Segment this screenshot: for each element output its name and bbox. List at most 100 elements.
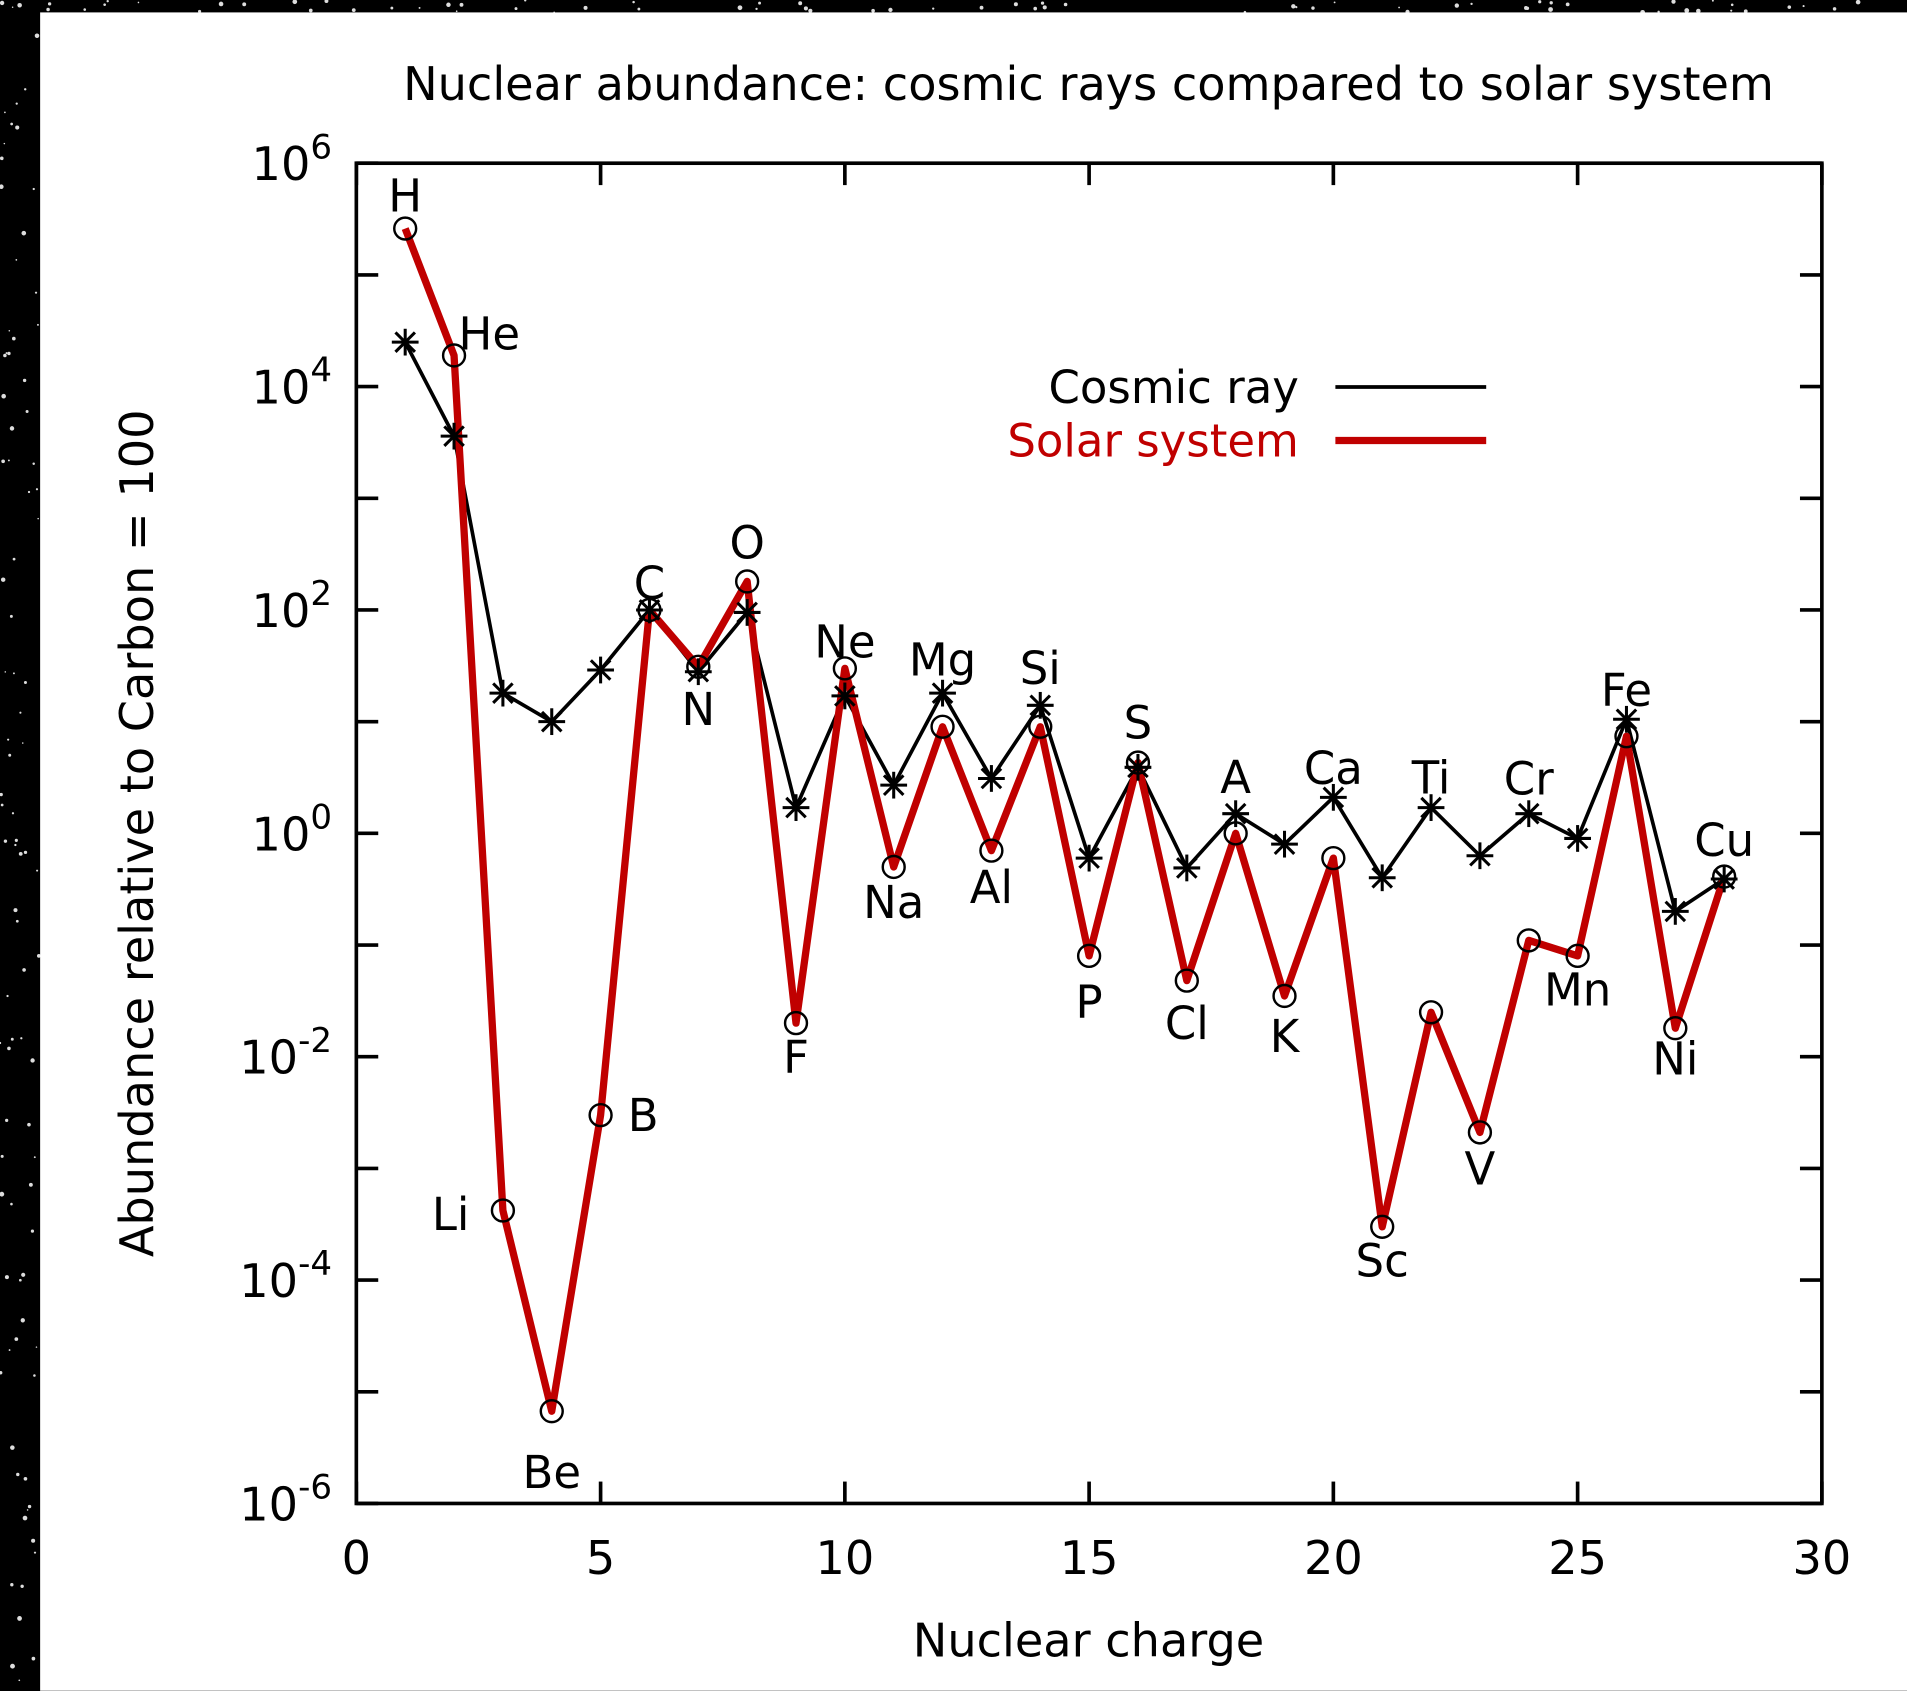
star-dot <box>1802 5 1805 8</box>
element-label: C <box>634 557 665 610</box>
star-dot <box>418 6 421 9</box>
circle-marker <box>1418 1000 1444 1025</box>
star-dot <box>0 803 4 807</box>
element-label: Fe <box>1601 664 1652 717</box>
element-label: Mg <box>909 634 976 687</box>
y-tick-label: 10-2 <box>239 1021 332 1085</box>
star-dot <box>514 7 518 11</box>
star-dot <box>6 994 9 998</box>
star-dot <box>10 1037 14 1041</box>
star-dot <box>22 1515 28 1521</box>
star-dot <box>197 9 202 14</box>
star-stroke <box>492 682 514 704</box>
star-dot <box>583 5 588 10</box>
star-stroke <box>1469 844 1491 867</box>
star-stroke <box>1371 866 1394 889</box>
circle-marker <box>1223 821 1248 846</box>
star-dot <box>1548 7 1553 12</box>
star-dot <box>13 908 18 913</box>
star-dot <box>0 1154 4 1158</box>
star-dot <box>0 1371 3 1375</box>
element-label: O <box>729 516 764 569</box>
star-dot <box>446 2 451 8</box>
star-dot <box>83 8 87 11</box>
star-marker <box>1661 898 1689 925</box>
star-dot <box>7 351 11 356</box>
star-marker <box>880 771 908 799</box>
star-stroke <box>1615 708 1638 731</box>
star-dot <box>1538 0 1542 4</box>
star-stroke <box>443 425 465 447</box>
star-marker <box>391 328 419 356</box>
star-dot <box>4 1275 9 1280</box>
star-dot <box>18 1278 22 1282</box>
star-dot <box>8 753 12 757</box>
element-label: Mn <box>1544 964 1611 1017</box>
circle-marker <box>1321 845 1346 871</box>
star-dot <box>35 1346 38 1348</box>
star-dot <box>36 323 39 326</box>
star-dot <box>32 187 35 191</box>
star-stroke <box>1029 694 1052 717</box>
star-dot <box>1295 6 1298 9</box>
star-dot <box>1730 9 1733 12</box>
x-tick-label: 0 <box>342 1531 371 1585</box>
star-marker <box>440 422 468 450</box>
star-dot <box>1565 2 1570 7</box>
star-stroke <box>1664 900 1687 923</box>
y-tick-label: 102 <box>252 574 332 638</box>
circle-marker <box>686 654 711 679</box>
star-marker <box>929 679 956 707</box>
star-dot <box>15 919 19 923</box>
star-dot <box>30 1058 35 1063</box>
x-tick-label: 20 <box>1304 1531 1363 1585</box>
star-dot <box>14 1337 19 1341</box>
star-dot <box>1711 0 1714 2</box>
star-dot <box>1042 5 1047 10</box>
star-dot <box>21 1272 26 1277</box>
star-dot <box>23 850 28 854</box>
element-label: Sc <box>1356 1235 1409 1288</box>
y-tick-label: 104 <box>252 351 332 415</box>
star-dot <box>0 1041 2 1045</box>
star-dot <box>1470 2 1473 6</box>
element-label: S <box>1124 696 1153 749</box>
star-dot <box>7 1046 11 1051</box>
circle-marker <box>1028 714 1053 739</box>
star-dot <box>20 1584 24 1589</box>
star-dot <box>871 8 875 13</box>
element-label: P <box>1076 976 1103 1029</box>
star-dot <box>1730 3 1734 7</box>
star-dot <box>1063 2 1068 7</box>
circle-marker <box>490 1198 516 1223</box>
star-stroke <box>687 660 710 683</box>
star-dot <box>0 577 6 582</box>
circle-marker <box>1076 943 1102 969</box>
chart-title: Nuclear abundance: cosmic rays compared … <box>403 57 1774 111</box>
star-marker <box>1368 864 1396 892</box>
star-dot <box>1311 6 1315 10</box>
star-dot <box>1454 3 1460 8</box>
element-label: Ca <box>1304 742 1363 795</box>
star-dot <box>0 1191 5 1197</box>
circle-marker <box>1125 750 1151 775</box>
star-marker <box>587 656 614 684</box>
star-dot <box>12 557 16 561</box>
star-dot <box>33 1156 36 1159</box>
star-dot <box>1333 1 1336 4</box>
star-dot <box>1 459 5 464</box>
star-dot <box>34 291 38 294</box>
circle-marker <box>1370 1214 1395 1239</box>
star-dot <box>30 1229 35 1233</box>
star-dot <box>23 681 27 685</box>
circle-marker <box>1174 968 1199 993</box>
star-dot <box>34 33 40 39</box>
star-dot <box>1291 4 1296 9</box>
star-dot <box>15 102 18 105</box>
star-stroke <box>1517 802 1540 825</box>
circle-marker <box>832 656 858 681</box>
star-dot <box>3 353 7 358</box>
circle-marker <box>930 714 955 739</box>
star-dot <box>8 1349 11 1351</box>
star-dot <box>737 5 743 11</box>
